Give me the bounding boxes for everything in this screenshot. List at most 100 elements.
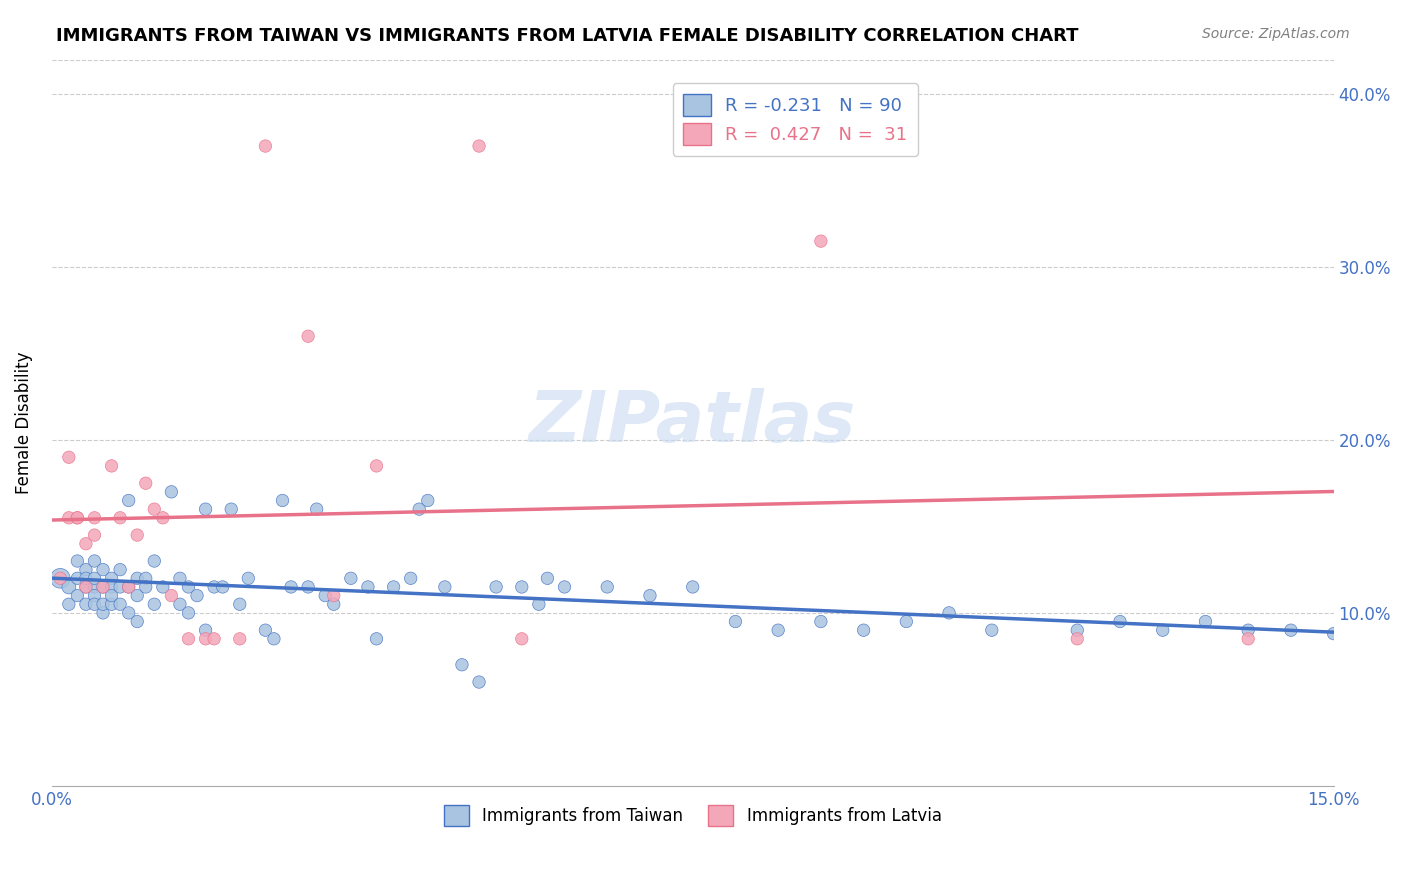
Point: [202, 632, 225, 646]
Point: [194, 502, 217, 516]
Point: [238, 571, 260, 585]
Point: [83, 554, 105, 568]
Point: [91, 580, 114, 594]
Point: [194, 623, 217, 637]
Point: [118, 493, 141, 508]
Point: [451, 657, 474, 672]
Point: [638, 589, 661, 603]
Point: [108, 597, 131, 611]
Point: [536, 571, 558, 585]
Point: [118, 606, 141, 620]
Point: [510, 580, 533, 594]
Point: [169, 571, 191, 585]
Point: [510, 632, 533, 646]
Point: [75, 571, 97, 585]
Point: [108, 563, 131, 577]
Point: [194, 632, 217, 646]
Point: [127, 528, 149, 542]
Point: [66, 554, 89, 568]
Point: [416, 493, 439, 508]
Point: [143, 502, 166, 516]
Point: [938, 606, 960, 620]
Y-axis label: Female Disability: Female Disability: [15, 351, 32, 494]
Point: [724, 615, 747, 629]
Point: [596, 580, 619, 594]
Text: Source: ZipAtlas.com: Source: ZipAtlas.com: [1202, 27, 1350, 41]
Point: [58, 580, 80, 594]
Point: [100, 458, 122, 473]
Point: [75, 597, 97, 611]
Point: [177, 580, 200, 594]
Point: [366, 632, 388, 646]
Point: [852, 623, 875, 637]
Point: [169, 597, 191, 611]
Point: [1066, 632, 1088, 646]
Point: [211, 580, 233, 594]
Point: [527, 597, 550, 611]
Point: [49, 571, 72, 585]
Point: [100, 571, 122, 585]
Point: [263, 632, 285, 646]
Point: [100, 597, 122, 611]
Point: [58, 450, 80, 465]
Point: [1194, 615, 1216, 629]
Point: [810, 615, 832, 629]
Point: [135, 571, 157, 585]
Point: [399, 571, 422, 585]
Point: [160, 484, 183, 499]
Point: [91, 597, 114, 611]
Point: [83, 571, 105, 585]
Point: [254, 139, 277, 153]
Point: [118, 580, 141, 594]
Point: [366, 458, 388, 473]
Point: [1109, 615, 1132, 629]
Point: [229, 632, 252, 646]
Point: [66, 510, 89, 524]
Point: [229, 597, 252, 611]
Point: [91, 580, 114, 594]
Point: [314, 589, 336, 603]
Point: [118, 580, 141, 594]
Point: [408, 502, 430, 516]
Point: [83, 510, 105, 524]
Point: [186, 589, 208, 603]
Point: [468, 675, 491, 690]
Point: [100, 589, 122, 603]
Point: [280, 580, 302, 594]
Point: [83, 580, 105, 594]
Point: [152, 510, 174, 524]
Point: [143, 597, 166, 611]
Point: [357, 580, 380, 594]
Point: [297, 580, 319, 594]
Point: [75, 537, 97, 551]
Point: [340, 571, 363, 585]
Point: [91, 606, 114, 620]
Point: [75, 580, 97, 594]
Point: [254, 623, 277, 637]
Point: [83, 528, 105, 542]
Point: [297, 329, 319, 343]
Point: [135, 476, 157, 491]
Point: [143, 554, 166, 568]
Point: [83, 589, 105, 603]
Point: [75, 580, 97, 594]
Text: IMMIGRANTS FROM TAIWAN VS IMMIGRANTS FROM LATVIA FEMALE DISABILITY CORRELATION C: IMMIGRANTS FROM TAIWAN VS IMMIGRANTS FRO…: [56, 27, 1078, 45]
Point: [127, 571, 149, 585]
Point: [108, 510, 131, 524]
Point: [553, 580, 575, 594]
Text: ZIPatlas: ZIPatlas: [529, 388, 856, 458]
Point: [58, 597, 80, 611]
Point: [66, 510, 89, 524]
Point: [1152, 623, 1174, 637]
Point: [219, 502, 242, 516]
Point: [177, 606, 200, 620]
Point: [127, 589, 149, 603]
Point: [322, 589, 344, 603]
Point: [485, 580, 508, 594]
Point: [682, 580, 704, 594]
Point: [305, 502, 328, 516]
Point: [49, 571, 72, 585]
Point: [1323, 626, 1346, 640]
Point: [1237, 623, 1260, 637]
Point: [202, 580, 225, 594]
